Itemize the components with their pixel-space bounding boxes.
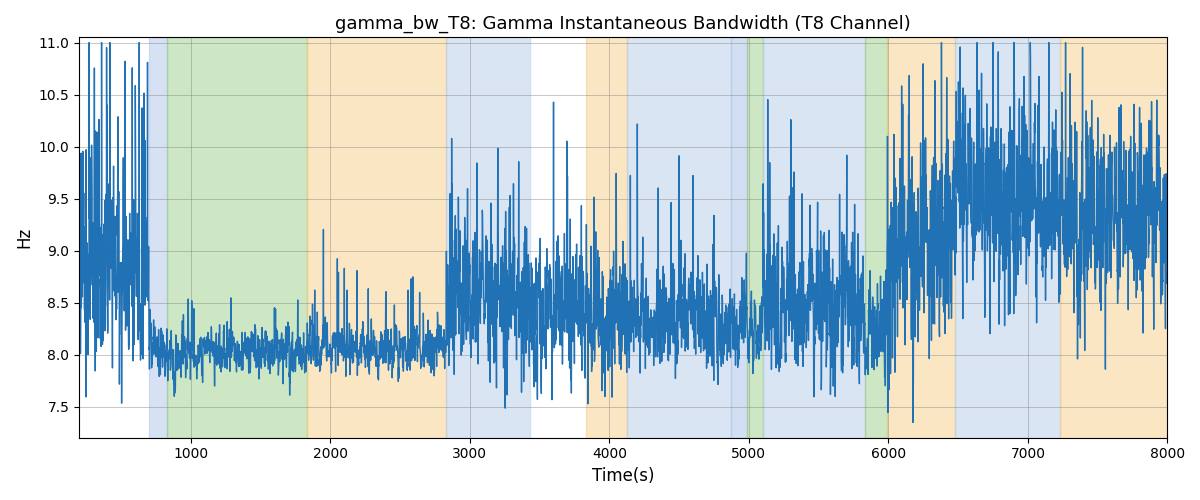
Bar <box>586 38 628 438</box>
Title: gamma_bw_T8: Gamma Instantaneous Bandwidth (T8 Channel): gamma_bw_T8: Gamma Instantaneous Bandwid… <box>336 15 911 34</box>
Bar <box>306 38 446 438</box>
X-axis label: Time(s): Time(s) <box>592 467 654 485</box>
Y-axis label: Hz: Hz <box>14 227 32 248</box>
Bar <box>446 38 530 438</box>
Bar <box>628 38 731 438</box>
Bar <box>955 38 1060 438</box>
Bar <box>731 38 748 438</box>
Bar <box>865 38 887 438</box>
Bar <box>748 38 763 438</box>
Bar <box>149 38 167 438</box>
Bar <box>887 38 955 438</box>
Bar <box>1060 38 1181 438</box>
Bar <box>763 38 865 438</box>
Bar <box>167 38 306 438</box>
